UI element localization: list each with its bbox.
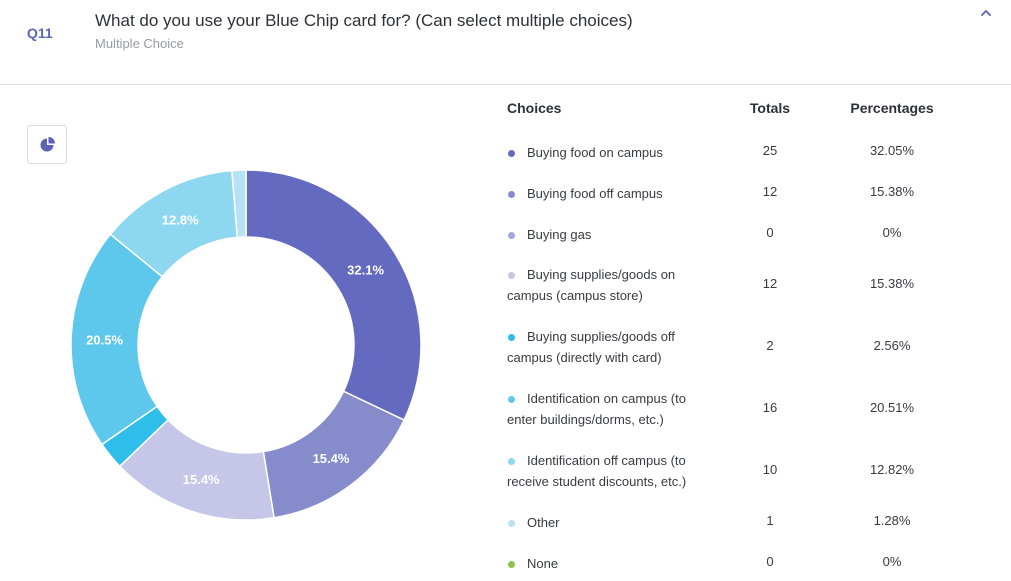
choice-label: Other bbox=[507, 512, 717, 533]
choice-percentage: 2.56% bbox=[873, 338, 911, 353]
choice-label: Buying supplies/goods off campus (direct… bbox=[507, 329, 675, 365]
table-row: Buying food off campus 12 15.38% bbox=[507, 183, 967, 205]
choice-total: 1 bbox=[766, 513, 774, 528]
choice-label: Buying gas bbox=[507, 224, 717, 245]
question-title: What do you use your Blue Chip card for?… bbox=[95, 11, 633, 30]
legend-dot-icon bbox=[508, 271, 515, 279]
choice-label: Identification off campus (to receive st… bbox=[507, 453, 687, 489]
choice-total: 25 bbox=[762, 143, 778, 158]
choice-percentage: 15.38% bbox=[869, 276, 915, 291]
legend-dot-icon bbox=[508, 395, 515, 403]
donut-chart: 32.1% 15.4% 15.4% 20.5% 12.8% bbox=[70, 169, 422, 521]
legend-dot-icon bbox=[508, 190, 515, 198]
choice-percentage: 15.38% bbox=[869, 184, 915, 199]
table-row: Buying food on campus 25 32.05% bbox=[507, 142, 967, 164]
choice-total: 0 bbox=[766, 225, 774, 240]
choice-percentage: 1.28% bbox=[873, 513, 911, 528]
table-row: Buying supplies/goods off campus (direct… bbox=[507, 326, 967, 370]
question-type: Multiple Choice bbox=[95, 36, 184, 51]
donut-slice[interactable] bbox=[245, 169, 422, 422]
question-number: Q11 bbox=[27, 25, 53, 41]
slice-label: 15.4% bbox=[183, 472, 220, 487]
choice-label: Buying food off campus bbox=[507, 183, 717, 204]
choice-percentage: 20.51% bbox=[869, 400, 915, 415]
choice-total: 10 bbox=[762, 462, 778, 477]
table-row: Identification on campus (to enter build… bbox=[507, 388, 967, 432]
legend-dot-icon bbox=[508, 457, 515, 465]
choice-total: 16 bbox=[762, 400, 778, 415]
table-row: Other 1 1.28% bbox=[507, 512, 967, 534]
choice-label: Buying food on campus bbox=[507, 142, 717, 163]
slice-label: 32.1% bbox=[347, 262, 384, 277]
table-row: Buying gas 0 0% bbox=[507, 224, 967, 246]
choice-label: Identification on campus (to enter build… bbox=[507, 391, 686, 427]
legend-dot-icon bbox=[508, 231, 515, 239]
choice-percentage: 32.05% bbox=[869, 143, 915, 158]
pie-chart-icon bbox=[40, 137, 55, 152]
choice-percentage: 0% bbox=[882, 554, 902, 569]
donut-slice[interactable] bbox=[231, 169, 247, 239]
table-row: None 0 0% bbox=[507, 553, 967, 575]
column-header-totals: Totals bbox=[749, 100, 791, 116]
chevron-up-icon[interactable] bbox=[977, 4, 995, 22]
choice-percentage: 12.82% bbox=[869, 462, 915, 477]
choice-total: 12 bbox=[762, 276, 778, 291]
choice-label: None bbox=[507, 553, 717, 574]
table-row: Identification off campus (to receive st… bbox=[507, 450, 967, 494]
choice-total: 12 bbox=[762, 184, 778, 199]
legend-dot-icon bbox=[508, 149, 515, 157]
legend-dot-icon bbox=[508, 560, 515, 568]
choice-percentage: 0% bbox=[882, 225, 902, 240]
table-row: Buying supplies/goods on campus (campus … bbox=[507, 264, 967, 308]
question-header: Q11 What do you use your Blue Chip card … bbox=[0, 0, 1011, 85]
legend-dot-icon bbox=[508, 333, 515, 341]
legend-dot-icon bbox=[508, 519, 515, 527]
slice-label: 20.5% bbox=[86, 332, 123, 347]
choice-label: Buying supplies/goods on campus (campus … bbox=[507, 267, 676, 303]
column-header-percentages: Percentages bbox=[850, 100, 934, 116]
slice-label: 12.8% bbox=[162, 213, 199, 228]
chart-type-toggle-button[interactable] bbox=[27, 125, 67, 164]
choice-total: 0 bbox=[766, 554, 774, 569]
choice-total: 2 bbox=[766, 338, 774, 353]
column-header-choices: Choices bbox=[507, 100, 562, 116]
slice-label: 15.4% bbox=[313, 451, 350, 466]
